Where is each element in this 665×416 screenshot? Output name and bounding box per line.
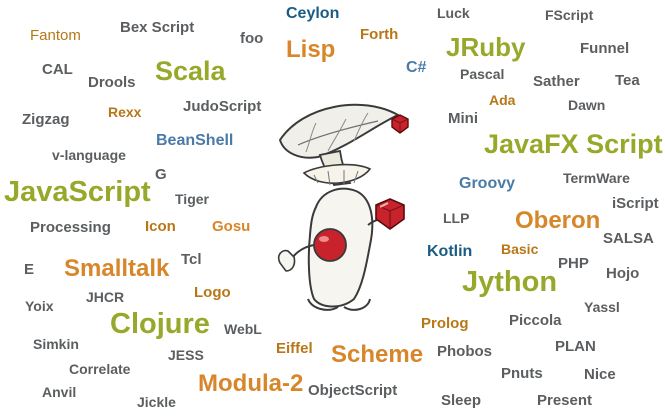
- word-present: Present: [537, 392, 593, 409]
- word-jess: JESS: [168, 347, 204, 363]
- word-hojo: Hojo: [606, 265, 640, 282]
- word-g: G: [155, 166, 167, 183]
- word-webl: WebL: [224, 321, 262, 337]
- word-javafx-script: JavaFX Script: [484, 129, 663, 159]
- word-csharp: C#: [406, 59, 427, 76]
- word-correlate: Correlate: [69, 361, 131, 377]
- word-yassl: Yassl: [584, 299, 620, 315]
- word-basic: Basic: [501, 241, 539, 257]
- word-iscript: iScript: [612, 195, 659, 212]
- word-plan: PLAN: [555, 338, 596, 355]
- word-objectscript: ObjectScript: [308, 382, 398, 399]
- word-javascript: JavaScript: [4, 176, 151, 208]
- word-groovy: Groovy: [459, 175, 516, 192]
- word-simkin: Simkin: [33, 336, 79, 352]
- word-mini: Mini: [448, 110, 478, 127]
- word-processing: Processing: [30, 219, 111, 236]
- word-dawn: Dawn: [568, 97, 606, 113]
- word-php: PHP: [558, 255, 589, 272]
- word-anvil: Anvil: [42, 384, 77, 400]
- word-termware: TermWare: [563, 170, 630, 186]
- word-jruby: JRuby: [446, 32, 526, 62]
- word-lisp: Lisp: [286, 36, 336, 63]
- word-forth: Forth: [360, 26, 399, 43]
- word-pnuts: Pnuts: [501, 365, 543, 382]
- word-tcl: Tcl: [181, 251, 202, 268]
- duke-java-mascot-with-mushroom-and-ruby-icon: [277, 103, 409, 311]
- word-v-language: v-language: [52, 147, 126, 163]
- word-piccola: Piccola: [509, 312, 562, 329]
- word-jython: Jython: [462, 266, 558, 298]
- word-modula-2: Modula-2: [198, 370, 304, 397]
- word-luck: Luck: [437, 5, 470, 21]
- word-llp: LLP: [443, 210, 470, 226]
- word-zigzag: Zigzag: [22, 111, 70, 128]
- word-beanshell: BeanShell: [156, 132, 234, 149]
- word-kotlin: Kotlin: [427, 243, 473, 260]
- word-drools: Drools: [88, 74, 136, 91]
- word-scala: Scala: [155, 56, 226, 86]
- word-icon: Icon: [145, 218, 176, 235]
- word-scheme: Scheme: [331, 341, 424, 368]
- word-jhcr: JHCR: [86, 289, 125, 305]
- word-judoscript: JudoScript: [183, 98, 262, 115]
- word-e: E: [24, 261, 35, 278]
- word-jickle: Jickle: [137, 394, 176, 410]
- word-yoix: Yoix: [25, 298, 54, 314]
- word-salsa: SALSA: [603, 230, 654, 247]
- word-tea: Tea: [615, 72, 640, 89]
- word-ceylon: Ceylon: [286, 5, 340, 22]
- word-funnel: Funnel: [580, 40, 630, 57]
- word-clojure: Clojure: [110, 308, 210, 340]
- word-sather: Sather: [533, 73, 580, 90]
- word-sleep: Sleep: [441, 392, 482, 409]
- word-logo: Logo: [194, 284, 231, 301]
- word-phobos: Phobos: [437, 343, 492, 360]
- word-cal: CAL: [42, 61, 73, 78]
- word-bex-script: Bex Script: [120, 19, 195, 36]
- word-fantom: Fantom: [30, 27, 81, 44]
- word-fscript: FScript: [545, 7, 594, 23]
- word-rexx: Rexx: [108, 104, 142, 120]
- word-tiger: Tiger: [175, 191, 209, 207]
- word-gosu: Gosu: [212, 218, 251, 235]
- word-eiffel: Eiffel: [276, 340, 313, 357]
- word-foo: foo: [240, 30, 264, 47]
- word-nice: Nice: [584, 366, 616, 383]
- word-ada: Ada: [489, 92, 516, 108]
- word-smalltalk: Smalltalk: [64, 255, 170, 282]
- word-oberon: Oberon: [515, 207, 601, 234]
- word-pascal: Pascal: [460, 66, 505, 82]
- word-prolog: Prolog: [421, 315, 469, 332]
